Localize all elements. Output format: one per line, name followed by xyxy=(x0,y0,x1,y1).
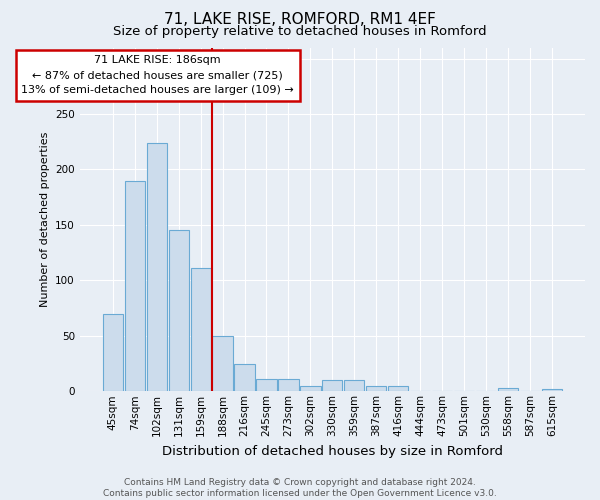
Bar xyxy=(322,380,343,392)
X-axis label: Distribution of detached houses by size in Romford: Distribution of detached houses by size … xyxy=(162,444,503,458)
Bar xyxy=(146,143,167,392)
Bar xyxy=(169,230,189,392)
Bar xyxy=(344,380,364,392)
Bar xyxy=(235,364,254,392)
Bar xyxy=(103,314,123,392)
Y-axis label: Number of detached properties: Number of detached properties xyxy=(40,132,50,307)
Bar xyxy=(498,388,518,392)
Bar xyxy=(212,336,233,392)
Bar xyxy=(125,180,145,392)
Bar xyxy=(256,379,277,392)
Text: 71 LAKE RISE: 186sqm
← 87% of detached houses are smaller (725)
13% of semi-deta: 71 LAKE RISE: 186sqm ← 87% of detached h… xyxy=(21,56,294,95)
Bar xyxy=(191,268,211,392)
Text: Size of property relative to detached houses in Romford: Size of property relative to detached ho… xyxy=(113,25,487,38)
Text: 71, LAKE RISE, ROMFORD, RM1 4EF: 71, LAKE RISE, ROMFORD, RM1 4EF xyxy=(164,12,436,28)
Bar xyxy=(366,386,386,392)
Bar xyxy=(388,386,409,392)
Bar xyxy=(278,379,299,392)
Bar xyxy=(542,389,562,392)
Text: Contains HM Land Registry data © Crown copyright and database right 2024.
Contai: Contains HM Land Registry data © Crown c… xyxy=(103,478,497,498)
Bar xyxy=(301,386,320,392)
